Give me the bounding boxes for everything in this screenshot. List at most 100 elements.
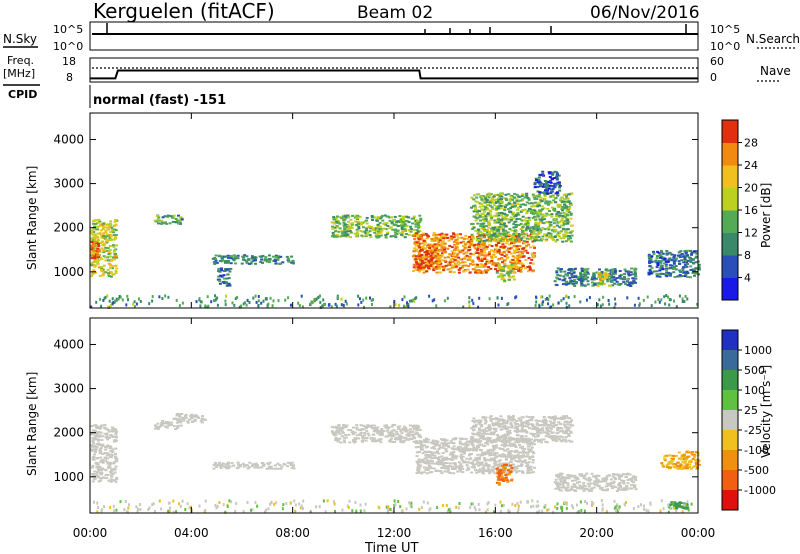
scatter-cell — [526, 468, 530, 471]
scatter-cell — [615, 280, 619, 283]
scatter-cell — [666, 273, 670, 276]
scatter-cell — [451, 438, 455, 441]
scatter-cell — [342, 439, 346, 442]
scatter-cell — [475, 463, 479, 466]
scatter-cell — [346, 227, 349, 230]
scatter-cell — [487, 244, 491, 247]
scatter-cell — [503, 209, 507, 212]
scatter-cell — [96, 225, 100, 228]
scatter-cell — [664, 267, 668, 270]
scatter-cell — [558, 214, 562, 217]
scatter-cell — [218, 259, 222, 262]
scatter-cell — [497, 303, 500, 307]
scatter-cell — [549, 221, 553, 224]
scatter-cell — [477, 243, 481, 246]
scatter-cell — [98, 274, 102, 277]
scatter-cell — [509, 456, 513, 459]
scatter-cell — [505, 239, 509, 242]
scatter-cell — [507, 464, 511, 467]
scatter-cell — [489, 459, 493, 462]
scatter-cell — [655, 255, 659, 258]
scatter-cell — [458, 450, 462, 453]
scatter-cell — [499, 435, 503, 438]
scatter-cell — [484, 271, 488, 274]
scatter-cell — [508, 198, 512, 201]
scatter-cell — [554, 184, 558, 187]
scatter-cell — [599, 282, 603, 285]
scatter-cell — [512, 444, 516, 446]
scatter-cell — [660, 259, 664, 262]
scatter-cell — [459, 467, 463, 470]
scatter-cell — [107, 465, 111, 468]
scatter-cell — [100, 257, 104, 260]
scatter-cell — [212, 467, 216, 470]
scatter-cell — [224, 299, 227, 303]
scatter-cell — [461, 261, 465, 264]
scatter-cell — [533, 246, 536, 249]
scatter-cell — [463, 257, 467, 260]
scatter-cell — [490, 260, 494, 262]
scatter-cell — [113, 471, 117, 474]
scatter-cell — [471, 420, 475, 422]
scatter-cell — [526, 472, 530, 474]
scatter-cell — [582, 273, 586, 276]
scatter-cell — [679, 250, 683, 253]
scatter-cell — [629, 271, 633, 274]
scatter-cell — [133, 305, 136, 309]
scatter-cell — [583, 271, 587, 274]
scatter-cell — [328, 303, 331, 306]
scatter-cell — [395, 433, 398, 436]
scatter-cell — [495, 455, 499, 458]
scatter-cell — [179, 222, 182, 225]
scatter-cell — [300, 294, 303, 298]
scatter-cell — [505, 272, 509, 275]
scatter-cell — [538, 304, 541, 308]
scatter-cell — [488, 201, 492, 204]
scatter-cell — [512, 467, 516, 470]
scatter-cell — [113, 428, 117, 431]
scatter-cell — [230, 462, 234, 464]
scatter-cell — [424, 253, 428, 256]
scatter-cell — [107, 275, 111, 277]
scatter-cell — [91, 233, 95, 236]
scatter-cell — [524, 216, 528, 219]
scatter-cell — [362, 428, 366, 431]
scatter-cell — [551, 187, 555, 190]
scatter-cell — [345, 234, 349, 236]
scatter-cell — [565, 200, 569, 203]
scatter-cell — [418, 214, 422, 217]
scatter-cell — [646, 295, 649, 299]
scatter-cell — [102, 459, 106, 462]
scatter-cell — [234, 255, 238, 258]
scatter-cell — [487, 468, 491, 471]
scatter-cell — [665, 252, 669, 255]
scatter-cell — [385, 424, 388, 427]
scatter-cell — [286, 257, 290, 260]
scatter-cell — [668, 264, 672, 267]
scatter-cell — [342, 303, 345, 307]
scatter-cell — [406, 301, 408, 305]
scatter-cell — [245, 303, 248, 307]
scatter-cell — [93, 453, 96, 456]
scatter-cell — [537, 239, 541, 242]
scatter-cell — [495, 251, 499, 254]
scatter-cell — [492, 204, 496, 207]
scatter-cell — [497, 230, 501, 233]
scatter-cell — [242, 256, 246, 259]
scatter-cell — [638, 302, 641, 306]
scatter-cell — [516, 257, 520, 260]
scatter-cell — [610, 270, 614, 273]
scatter-cell — [608, 302, 611, 306]
scatter-cell — [672, 258, 676, 261]
scatter-cell — [561, 217, 565, 219]
scatter-cell — [500, 273, 504, 276]
freq-tick-bottom: 8 — [66, 71, 73, 84]
scatter-cell — [515, 233, 518, 236]
scatter-cell — [516, 212, 520, 215]
scatter-cell — [443, 467, 447, 470]
scatter-cell — [400, 228, 404, 230]
scatter-cell — [218, 254, 222, 257]
scatter-cell — [106, 259, 110, 262]
scatter-cell — [487, 226, 491, 229]
